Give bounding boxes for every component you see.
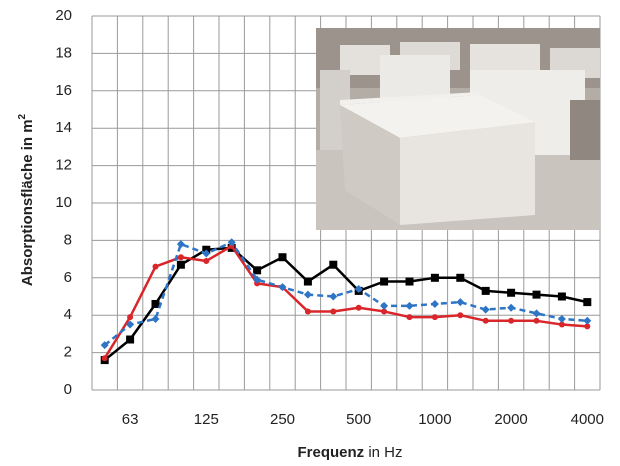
marker: [583, 298, 591, 306]
y-tick-label: 18: [55, 44, 72, 61]
marker: [432, 314, 438, 320]
marker: [406, 302, 414, 310]
x-tick-label: 250: [270, 411, 295, 428]
y-tick-label: 8: [64, 231, 72, 248]
marker: [533, 309, 541, 317]
y-tick-label: 6: [64, 269, 72, 286]
inset-photo: [316, 28, 600, 230]
marker: [482, 287, 490, 295]
marker: [126, 336, 134, 344]
x-tick-label: 125: [194, 411, 219, 428]
marker: [304, 278, 312, 286]
marker: [534, 318, 540, 324]
x-axis-title-bold: Frequenz: [297, 444, 364, 461]
x-axis-title: Frequenz in Hz: [297, 444, 402, 461]
x-axis-title-rest: in Hz: [364, 444, 402, 461]
marker: [406, 278, 414, 286]
marker: [431, 300, 439, 308]
marker: [102, 355, 108, 361]
y-tick-label: 2: [64, 344, 72, 361]
y-axis-title: Absorptionsfläche in m2: [17, 113, 36, 286]
y-axis-title-sup: 2: [17, 113, 28, 119]
marker: [380, 302, 388, 310]
marker: [583, 317, 591, 325]
x-tick-label: 2000: [494, 411, 527, 428]
x-tick-label: 63: [122, 411, 139, 428]
y-tick-label: 16: [55, 82, 72, 99]
marker: [456, 274, 464, 282]
marker: [203, 258, 209, 264]
marker: [558, 293, 566, 301]
x-tick-label: 500: [346, 411, 371, 428]
marker: [508, 318, 514, 324]
marker: [329, 261, 337, 269]
marker: [253, 266, 261, 274]
marker: [456, 298, 464, 306]
marker: [304, 291, 312, 299]
marker: [558, 315, 566, 323]
y-tick-label: 0: [64, 381, 72, 398]
marker: [457, 312, 463, 318]
marker: [407, 314, 413, 320]
photo-box: [470, 44, 540, 74]
marker: [483, 318, 489, 324]
marker: [507, 304, 515, 312]
marker: [177, 240, 185, 248]
marker: [279, 253, 287, 261]
marker: [305, 308, 311, 314]
marker: [178, 254, 184, 260]
photo-box: [570, 100, 600, 160]
y-tick-label: 10: [55, 194, 72, 211]
marker: [482, 306, 490, 314]
x-tick-label: 1000: [418, 411, 451, 428]
marker: [152, 300, 160, 308]
marker: [533, 291, 541, 299]
marker: [177, 261, 185, 269]
y-tick-label: 12: [55, 157, 72, 174]
marker: [152, 315, 160, 323]
marker: [127, 314, 133, 320]
y-tick-label: 20: [55, 7, 72, 24]
y-axis-title-text: Absorptionsfläche in m: [19, 119, 36, 286]
marker: [330, 308, 336, 314]
marker: [507, 289, 515, 297]
y-tick-label: 4: [64, 306, 72, 323]
marker: [380, 278, 388, 286]
x-tick-label: 4000: [571, 411, 604, 428]
photo-box-front: [400, 122, 535, 225]
chart: 0 2 4 6 8 10 12 14 16 18 20 63 125 250 500 1000 2000 4000…: [0, 0, 620, 466]
y-tick-label: 14: [55, 119, 72, 136]
marker: [329, 293, 337, 301]
marker: [153, 264, 159, 270]
marker: [356, 305, 362, 311]
marker: [431, 274, 439, 282]
